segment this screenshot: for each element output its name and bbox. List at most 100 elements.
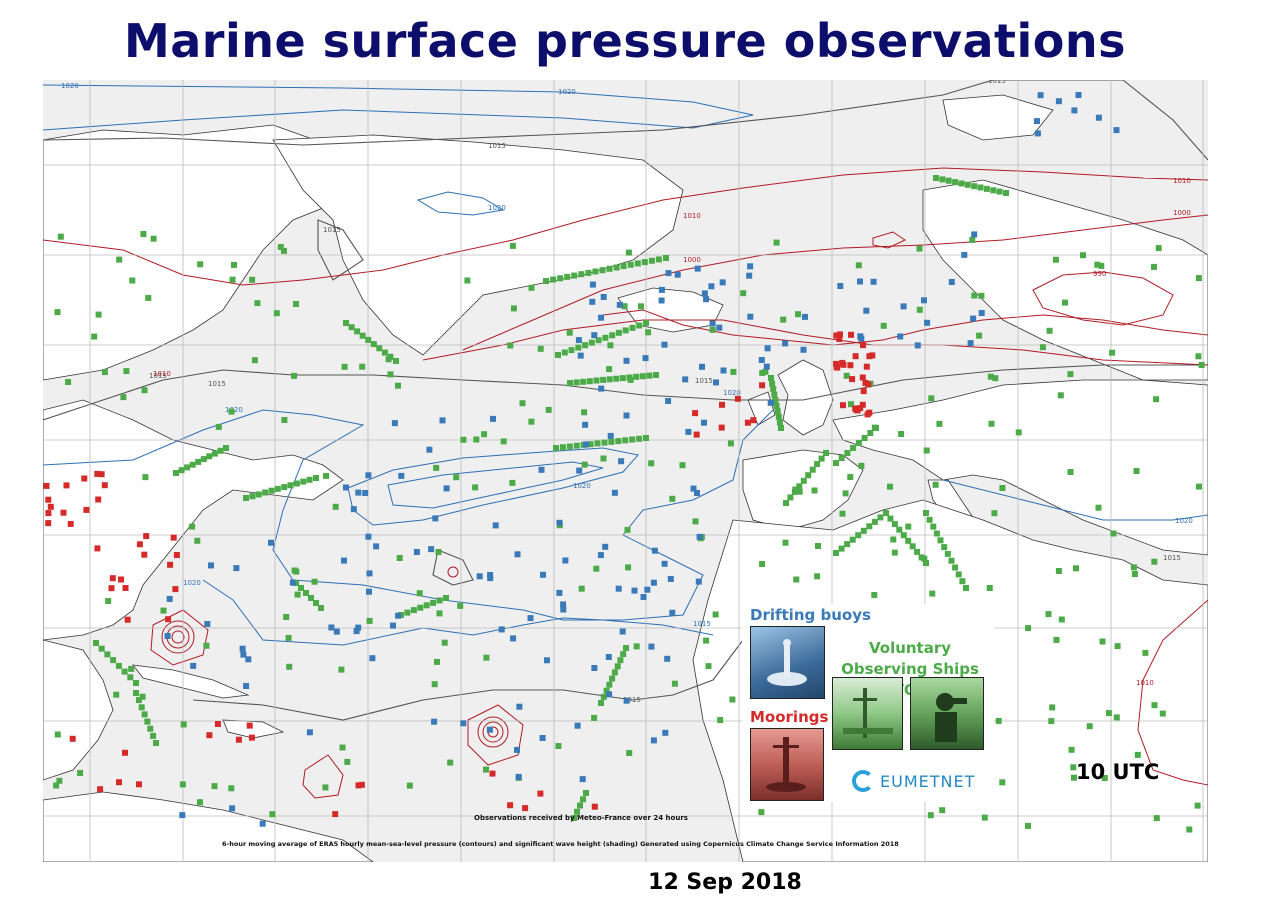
- vos-observation: [850, 445, 857, 451]
- vos-observation: [300, 478, 307, 485]
- vos-observation: [194, 537, 201, 544]
- vos-observation: [308, 595, 314, 601]
- mooring-observation: [859, 401, 866, 408]
- contour-1020-tropical: [202, 579, 714, 646]
- vos-observation: [1114, 643, 1121, 650]
- vos-observation: [571, 272, 578, 279]
- mooring-observation: [869, 352, 876, 359]
- drifting-buoy-observation: [268, 539, 274, 546]
- vos-observation: [443, 595, 449, 601]
- drifting-buoy-observation: [333, 628, 340, 635]
- drifting-buoy-observation: [970, 315, 977, 322]
- mooring-observation: [852, 353, 859, 360]
- vos-observation: [1151, 702, 1158, 709]
- vos-observation: [645, 329, 652, 336]
- vos-observation: [896, 526, 903, 533]
- vos-observation: [809, 466, 816, 473]
- landmass-svalbard: [942, 94, 1054, 141]
- vos-observations: [53, 175, 1205, 833]
- vos-observation: [435, 549, 442, 555]
- drifting-buoy-observation: [694, 490, 700, 496]
- vos-observation: [481, 431, 488, 438]
- contour-label: 1015: [323, 226, 341, 234]
- vos-observation: [602, 334, 609, 341]
- vos-observation: [871, 518, 878, 525]
- vos-observation: [866, 523, 873, 530]
- mooring-observation: [833, 360, 840, 367]
- vos-observation: [986, 585, 993, 591]
- mooring-observation: [750, 417, 757, 424]
- drifting-buoy-observation: [606, 691, 613, 698]
- vos-observation: [133, 690, 139, 696]
- drifting-buoy-observation: [355, 489, 362, 496]
- mooring-observation: [143, 533, 150, 540]
- drifting-buoy-observation: [428, 546, 435, 553]
- vos-observation: [916, 306, 923, 313]
- vos-observation: [433, 464, 440, 471]
- date-label: 12 Sep 2018: [648, 870, 802, 895]
- vos-observation: [588, 339, 595, 346]
- contour-1020-atlantic-high: [347, 447, 639, 526]
- drifting-buoy-observation: [582, 421, 589, 428]
- vos-observation: [923, 447, 930, 454]
- vos-observation: [627, 376, 634, 383]
- vos-observation: [354, 328, 361, 335]
- drifting-buoy-observation: [703, 296, 710, 303]
- vos-observation: [254, 300, 261, 307]
- vos-observation: [776, 419, 783, 426]
- drifting-buoy-observation: [487, 572, 494, 578]
- vos-observation: [553, 445, 559, 451]
- vos-observation: [847, 474, 854, 480]
- vos-observation: [1052, 256, 1059, 263]
- drifting-buoy-observation: [515, 773, 522, 780]
- vos-observation: [620, 263, 627, 270]
- mooring-observation: [522, 805, 529, 812]
- drifting-buoy-observation: [560, 606, 567, 613]
- vos-observation: [1067, 469, 1074, 475]
- vos-observation: [104, 651, 111, 658]
- vos-observation: [842, 490, 849, 497]
- vos-observation: [926, 516, 933, 523]
- vos-observation: [990, 187, 997, 194]
- vos-observation: [815, 543, 821, 549]
- vos-observation: [339, 744, 346, 751]
- vos-observation: [774, 408, 781, 415]
- vos-observation: [709, 326, 716, 333]
- vos-observation: [211, 450, 218, 457]
- vos-observation: [811, 487, 818, 494]
- legend-moorings-label: Moorings: [750, 708, 829, 726]
- vos-observation: [150, 732, 157, 739]
- vos-observation: [366, 617, 373, 624]
- vos-observation: [905, 537, 912, 544]
- contour-label: 1015: [1163, 554, 1181, 562]
- vos-observation: [963, 585, 969, 591]
- eumetnet-logo-icon: [852, 770, 874, 792]
- vos-observation: [116, 256, 123, 263]
- vos-observation: [434, 658, 440, 665]
- drifting-buoy-observation: [658, 286, 665, 293]
- vos-observation: [585, 269, 592, 276]
- vos-observation: [890, 536, 897, 543]
- vos-observation: [1094, 261, 1101, 268]
- vos-observation: [537, 345, 544, 352]
- contour-label: 1015: [988, 80, 1006, 85]
- legend-panel: Drifting buoys Voluntary Observing Ships…: [742, 604, 994, 802]
- drifting-buoy-observation: [328, 624, 335, 631]
- vos-observation: [775, 413, 782, 420]
- vos-observation: [991, 510, 998, 517]
- mooring-observation: [857, 405, 864, 412]
- vos-observation: [617, 657, 624, 664]
- drifting-buoy-observation: [619, 628, 626, 635]
- contour-label: 1015: [623, 696, 641, 704]
- vos-observation: [598, 700, 604, 706]
- vos-observation: [976, 332, 983, 339]
- vos-observation: [1062, 299, 1068, 306]
- drifting-buoy-observation: [583, 441, 590, 448]
- drifting-buoy-observation: [857, 333, 864, 340]
- contour-label: 990: [1093, 270, 1106, 278]
- landmass-british-isles: [777, 359, 834, 436]
- vos-observation: [393, 358, 399, 364]
- drifting-buoy-observation: [720, 367, 727, 374]
- mooring-observation: [863, 363, 870, 370]
- contour-label: 1020: [573, 482, 591, 490]
